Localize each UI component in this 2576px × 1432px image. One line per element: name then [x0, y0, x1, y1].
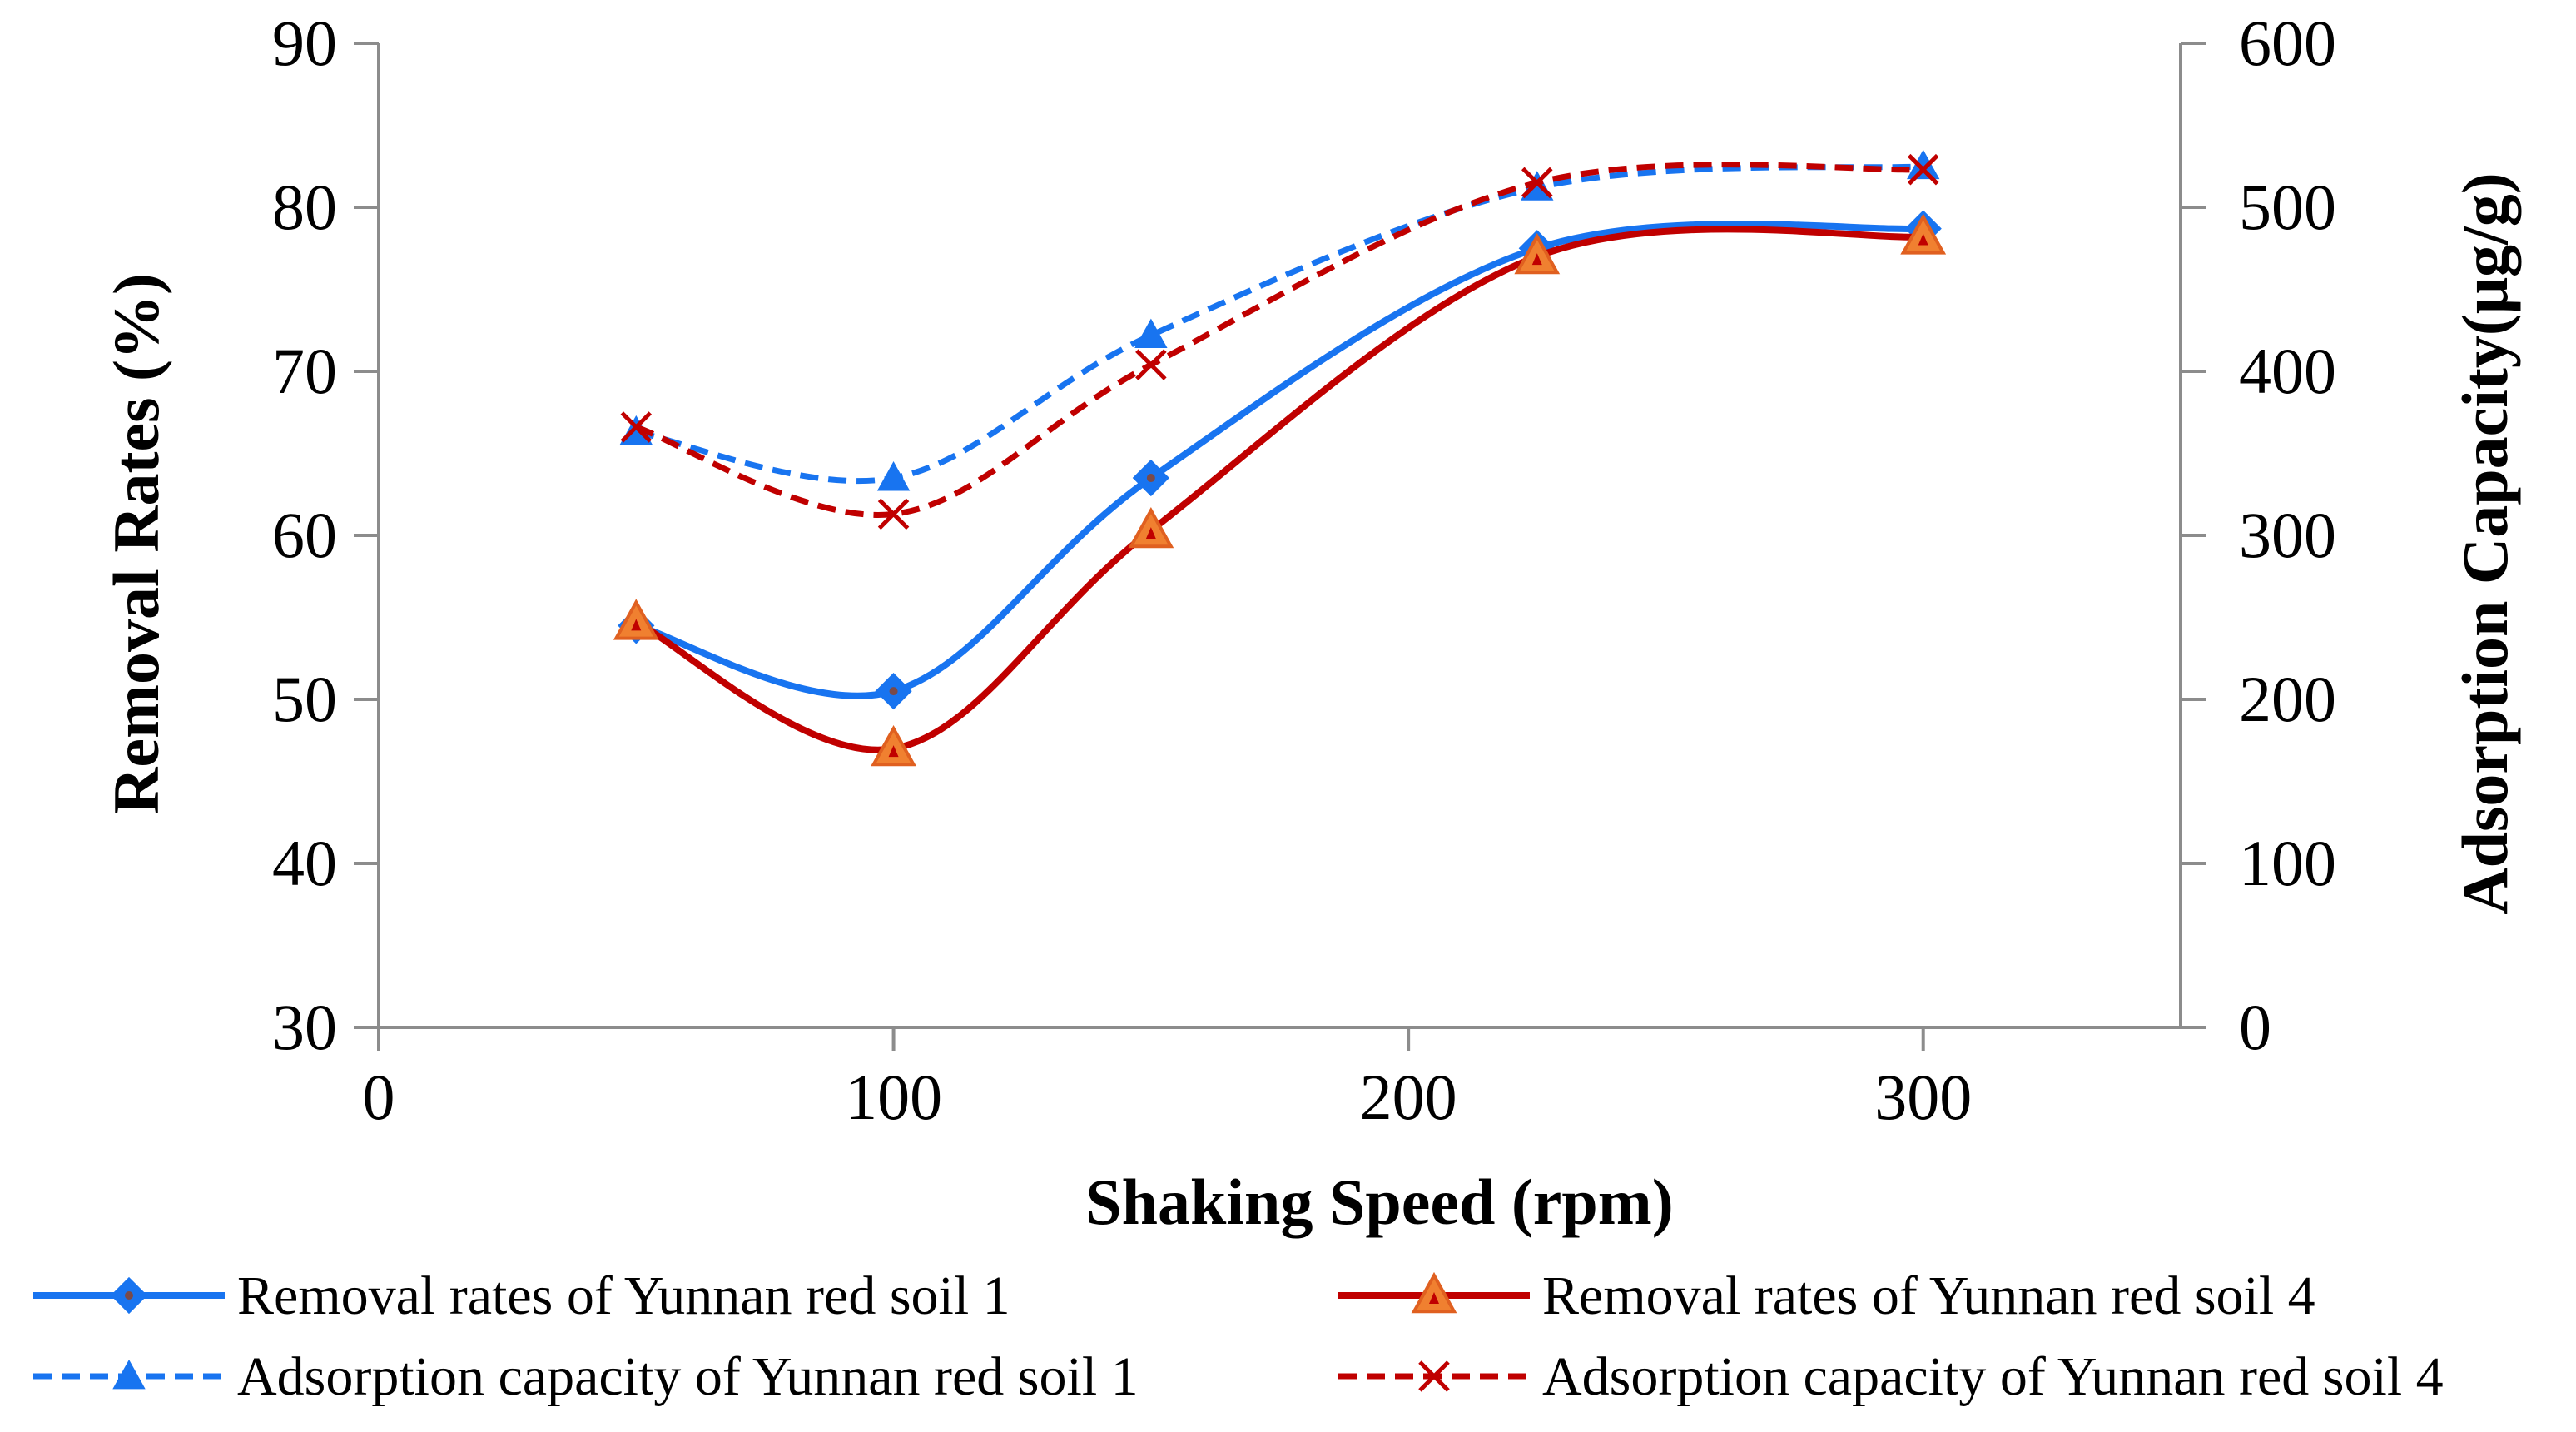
- series-4-point: [620, 411, 653, 443]
- series-3-line: [635, 163, 1923, 485]
- legend-label: Removal rates of Yunnan red soil 4: [1542, 1265, 2315, 1326]
- y-right-tick-label: 100: [2239, 827, 2336, 899]
- series-3-point: [876, 460, 911, 491]
- series-4-point: [1907, 153, 1939, 186]
- y-left-tick-label: 60: [272, 499, 337, 571]
- series-4-line: [635, 162, 1923, 518]
- series-4-point: [1521, 167, 1553, 199]
- series-1-line: [635, 221, 1923, 699]
- x-tick-label: 0: [363, 1061, 395, 1133]
- series-3-point: [1134, 318, 1168, 349]
- legend-item-3: Adsorption capacity of Yunnan red soil 1: [33, 1346, 1139, 1407]
- legend-item-4: Adsorption capacity of Yunnan red soil 4: [1338, 1346, 2444, 1407]
- series-layer: [613, 149, 1947, 767]
- legend-marker-center: [1429, 1292, 1439, 1304]
- y-right-tick-label: 0: [2239, 991, 2271, 1063]
- y-axis-right-title: Adsorption Capacity(μg/g): [2449, 172, 2521, 914]
- series-4-point: [1135, 349, 1167, 380]
- legend: Removal rates of Yunnan red soil 1 Remova…: [33, 1265, 2444, 1407]
- series-2-point-center: [1145, 527, 1156, 539]
- x-tick-label: 300: [1874, 1061, 1972, 1133]
- y-right-tick-label: 200: [2239, 663, 2336, 735]
- y-axis-left-title: Removal Rates (%): [100, 273, 172, 814]
- series-2-point-center: [1531, 253, 1542, 266]
- series-2-point-center: [888, 745, 899, 758]
- y-left-tick-label: 80: [272, 171, 337, 243]
- y-right-tick-label: 300: [2239, 499, 2336, 571]
- y-right-tick-label: 600: [2239, 7, 2336, 79]
- legend-label: Adsorption capacity of Yunnan red soil 1: [237, 1346, 1139, 1407]
- y-left-tick-label: 40: [272, 827, 337, 899]
- series-4: [620, 153, 1939, 530]
- series-2-line: [634, 226, 1923, 753]
- legend-item-2: Removal rates of Yunnan red soil 4: [1338, 1265, 2315, 1326]
- legend-item-1: Removal rates of Yunnan red soil 1: [33, 1265, 1010, 1326]
- y-left-tick-label: 30: [272, 991, 337, 1063]
- y-left-tick-label: 50: [272, 663, 337, 735]
- legend-label: Removal rates of Yunnan red soil 1: [237, 1265, 1010, 1326]
- legend-marker: [1418, 1360, 1450, 1392]
- x-tick-label: 200: [1360, 1061, 1457, 1133]
- y-left-tick-label: 90: [272, 7, 337, 79]
- legend-marker-center: [125, 1291, 133, 1300]
- series-2-point-center: [631, 619, 642, 631]
- legend-label: Adsorption capacity of Yunnan red soil 4: [1542, 1346, 2444, 1407]
- series-1-point-center: [889, 687, 898, 696]
- series-4-point: [877, 498, 910, 530]
- series-2: [613, 213, 1947, 767]
- y-left-tick-label: 70: [272, 335, 337, 407]
- y-right-tick-label: 400: [2239, 335, 2336, 407]
- series-2-point-center: [1918, 233, 1928, 246]
- series-1-point-center: [1146, 474, 1155, 483]
- axes: 30 40 50 60 70 80 90 0 100 200 300 400 500 600 0 100 200…: [100, 7, 2521, 1238]
- series-3: [619, 149, 1940, 491]
- series-3-point: [1907, 149, 1940, 180]
- series-1: [618, 210, 1942, 710]
- x-tick-label: 100: [845, 1061, 942, 1133]
- y-right-tick-label: 500: [2239, 171, 2336, 243]
- x-axis-title: Shaking Speed (rpm): [1085, 1166, 1674, 1238]
- legend-marker: [112, 1359, 146, 1390]
